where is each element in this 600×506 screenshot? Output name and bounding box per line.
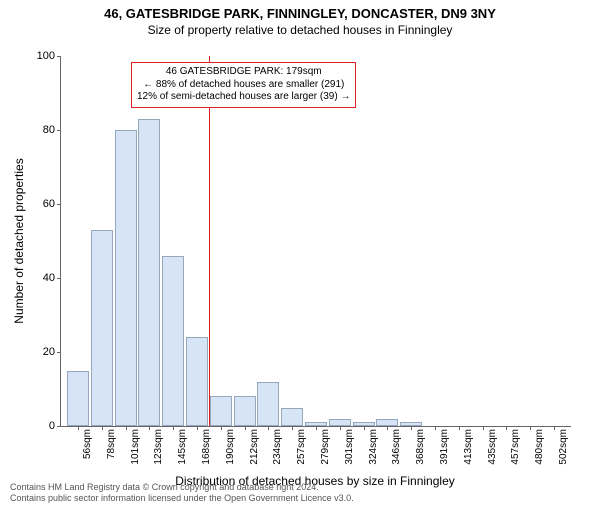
histogram-bar bbox=[162, 256, 184, 426]
y-tick-mark bbox=[57, 278, 61, 279]
y-tick-label: 100 bbox=[25, 50, 55, 62]
y-axis-label: Number of detached properties bbox=[12, 158, 26, 323]
y-tick-mark bbox=[57, 204, 61, 205]
histogram-bar bbox=[67, 371, 89, 427]
x-tick-mark bbox=[364, 426, 365, 430]
x-tick-label: 435sqm bbox=[487, 429, 498, 465]
x-tick-label: 56sqm bbox=[82, 429, 93, 459]
x-tick-label: 391sqm bbox=[439, 429, 450, 465]
x-tick-label: 301sqm bbox=[344, 429, 355, 465]
x-tick-mark bbox=[78, 426, 79, 430]
x-tick-mark bbox=[530, 426, 531, 430]
annotation-line: 12% of semi-detached houses are larger (… bbox=[137, 91, 350, 104]
x-tick-mark bbox=[292, 426, 293, 430]
x-tick-label: 502sqm bbox=[558, 429, 569, 465]
x-tick-mark bbox=[554, 426, 555, 430]
y-tick-mark bbox=[57, 352, 61, 353]
plot-area: 02040608010056sqm78sqm101sqm123sqm145sqm… bbox=[60, 56, 571, 427]
histogram-bar bbox=[115, 130, 137, 426]
reference-line bbox=[209, 56, 210, 426]
x-tick-label: 234sqm bbox=[272, 429, 283, 465]
x-tick-mark bbox=[197, 426, 198, 430]
histogram-bar bbox=[257, 382, 279, 426]
x-tick-mark bbox=[459, 426, 460, 430]
x-tick-mark bbox=[268, 426, 269, 430]
histogram-bar bbox=[376, 419, 398, 426]
histogram-chart: Number of detached properties 0204060801… bbox=[60, 56, 570, 426]
y-tick-mark bbox=[57, 130, 61, 131]
x-tick-label: 212sqm bbox=[249, 429, 260, 465]
y-tick-label: 40 bbox=[25, 272, 55, 284]
x-tick-label: 168sqm bbox=[201, 429, 212, 465]
page-subtitle: Size of property relative to detached ho… bbox=[0, 23, 600, 37]
x-tick-mark bbox=[173, 426, 174, 430]
y-tick-mark bbox=[57, 426, 61, 427]
annotation-box: 46 GATESBRIDGE PARK: 179sqm← 88% of deta… bbox=[131, 62, 356, 108]
page-title: 46, GATESBRIDGE PARK, FINNINGLEY, DONCAS… bbox=[0, 6, 600, 21]
footer-line-2: Contains public sector information licen… bbox=[10, 493, 354, 504]
x-tick-label: 145sqm bbox=[177, 429, 188, 465]
histogram-bar bbox=[210, 396, 232, 426]
x-tick-mark bbox=[411, 426, 412, 430]
histogram-bar bbox=[234, 396, 256, 426]
x-tick-mark bbox=[387, 426, 388, 430]
x-tick-label: 368sqm bbox=[415, 429, 426, 465]
annotation-line: 46 GATESBRIDGE PARK: 179sqm bbox=[137, 66, 350, 79]
x-tick-mark bbox=[149, 426, 150, 430]
x-tick-mark bbox=[102, 426, 103, 430]
histogram-bar bbox=[281, 408, 303, 427]
annotation-line: ← 88% of detached houses are smaller (29… bbox=[137, 79, 350, 92]
x-tick-mark bbox=[483, 426, 484, 430]
x-tick-label: 324sqm bbox=[368, 429, 379, 465]
x-tick-label: 257sqm bbox=[296, 429, 307, 465]
x-tick-label: 279sqm bbox=[320, 429, 331, 465]
footer-attribution: Contains HM Land Registry data © Crown c… bbox=[10, 482, 354, 504]
x-tick-label: 190sqm bbox=[225, 429, 236, 465]
histogram-bar bbox=[138, 119, 160, 426]
y-tick-label: 80 bbox=[25, 124, 55, 136]
x-tick-label: 457sqm bbox=[510, 429, 521, 465]
footer-line-1: Contains HM Land Registry data © Crown c… bbox=[10, 482, 354, 493]
histogram-bar bbox=[329, 419, 351, 426]
x-tick-mark bbox=[316, 426, 317, 430]
x-tick-label: 413sqm bbox=[463, 429, 474, 465]
y-tick-mark bbox=[57, 56, 61, 57]
x-tick-mark bbox=[126, 426, 127, 430]
x-tick-mark bbox=[506, 426, 507, 430]
x-tick-label: 346sqm bbox=[391, 429, 402, 465]
x-tick-mark bbox=[340, 426, 341, 430]
x-tick-mark bbox=[221, 426, 222, 430]
x-tick-label: 78sqm bbox=[106, 429, 117, 459]
histogram-bar bbox=[186, 337, 208, 426]
x-tick-label: 480sqm bbox=[534, 429, 545, 465]
y-tick-label: 0 bbox=[25, 420, 55, 432]
y-tick-label: 20 bbox=[25, 346, 55, 358]
y-tick-label: 60 bbox=[25, 198, 55, 210]
x-tick-label: 101sqm bbox=[130, 429, 141, 465]
histogram-bar bbox=[91, 230, 113, 426]
x-tick-mark bbox=[245, 426, 246, 430]
x-tick-mark bbox=[435, 426, 436, 430]
x-tick-label: 123sqm bbox=[153, 429, 164, 465]
